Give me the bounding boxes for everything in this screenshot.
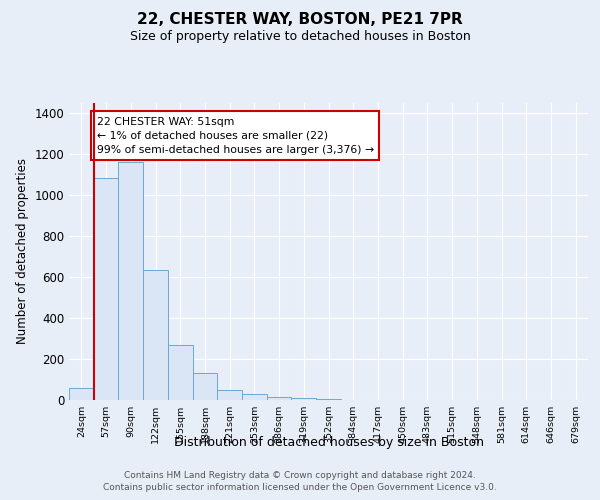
Bar — [118, 162, 143, 400]
Bar — [292, 398, 316, 400]
Bar — [217, 390, 242, 400]
Bar — [168, 344, 193, 400]
Bar — [316, 399, 341, 400]
Bar — [193, 374, 217, 400]
Bar — [69, 388, 94, 400]
Text: Size of property relative to detached houses in Boston: Size of property relative to detached ho… — [130, 30, 470, 43]
Bar — [242, 394, 267, 400]
Bar — [267, 397, 292, 400]
Text: Contains public sector information licensed under the Open Government Licence v3: Contains public sector information licen… — [103, 483, 497, 492]
Y-axis label: Number of detached properties: Number of detached properties — [16, 158, 29, 344]
Text: Distribution of detached houses by size in Boston: Distribution of detached houses by size … — [174, 436, 484, 449]
Text: 22, CHESTER WAY, BOSTON, PE21 7PR: 22, CHESTER WAY, BOSTON, PE21 7PR — [137, 12, 463, 28]
Text: Contains HM Land Registry data © Crown copyright and database right 2024.: Contains HM Land Registry data © Crown c… — [124, 472, 476, 480]
Text: 22 CHESTER WAY: 51sqm
← 1% of detached houses are smaller (22)
99% of semi-detac: 22 CHESTER WAY: 51sqm ← 1% of detached h… — [97, 117, 374, 155]
Bar — [143, 270, 168, 400]
Bar — [94, 178, 118, 400]
